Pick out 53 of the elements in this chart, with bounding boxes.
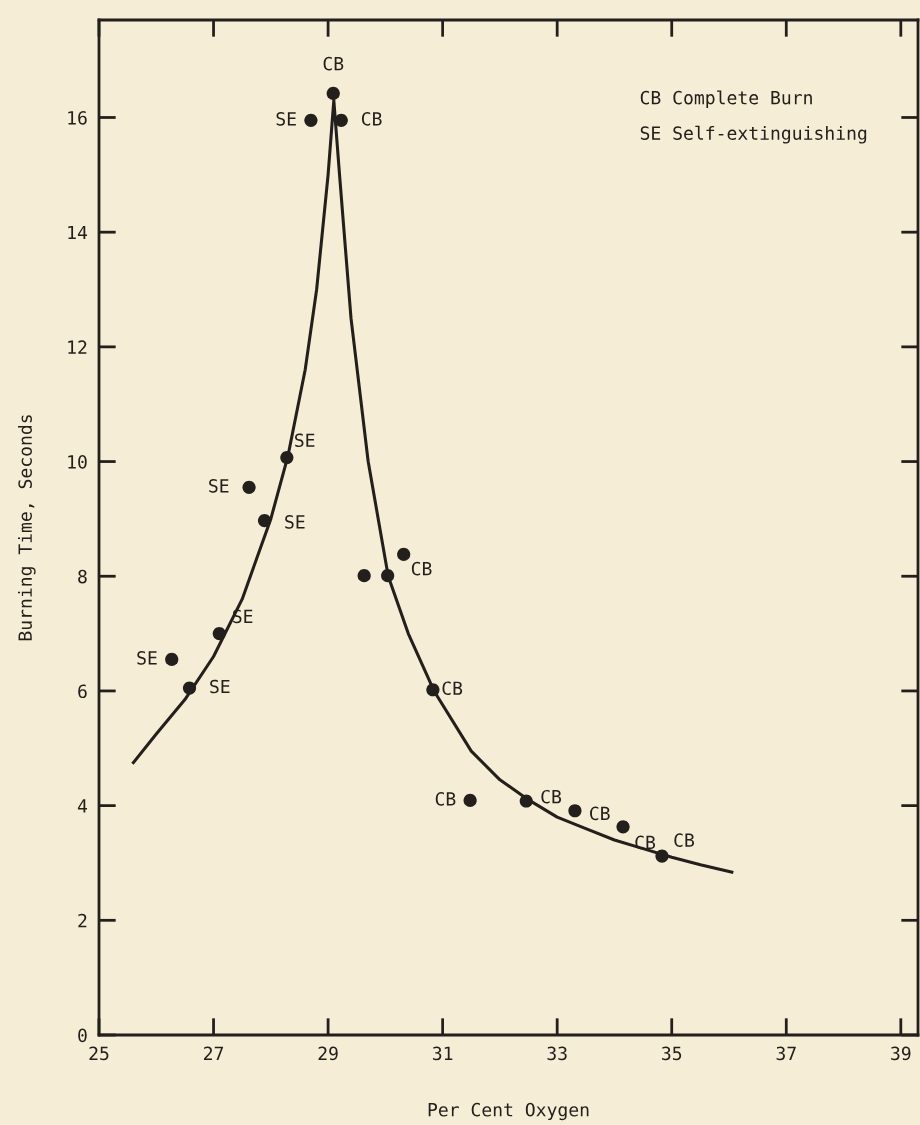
annotation: CB [435,792,456,806]
point [397,547,411,562]
y-tick-label: 4 [77,799,88,813]
x-tick-label: 31 [432,1046,453,1061]
x-tick-label: 29 [318,1046,338,1061]
point [463,793,477,808]
point [426,683,440,697]
x-tick-label: 35 [662,1046,682,1061]
point [334,113,348,127]
x-tick-label: 37 [776,1046,796,1061]
y-tick-label: 8 [78,569,87,584]
y-tick-label: 0 [78,1028,87,1043]
point [257,514,272,528]
y-tick-label: 10 [68,455,87,469]
annotation: SE [137,651,157,665]
annotation: SE [276,111,296,126]
x-tick-label: 39 [891,1046,911,1061]
annotation: CB [411,561,432,576]
x-axis-title: Per Cent Oxygen [428,1102,589,1121]
x-tick-label: 27 [204,1046,224,1060]
annotation: CB [541,789,562,804]
point [304,113,318,127]
point [182,681,197,695]
annotation: SE [295,433,315,448]
point [568,804,582,818]
point [280,450,294,465]
point [616,820,630,834]
point [326,86,340,100]
annotation: CB [323,56,344,71]
y-axis-title: Burning Time, Seconds [17,415,36,641]
annotation: SE [209,478,229,493]
point [212,627,226,641]
point [357,569,371,583]
y-tick-label: 14 [68,225,88,240]
point [655,849,669,863]
y-tick-label: 12 [68,340,87,354]
x-tick-label: 25 [89,1046,109,1061]
annotation: CB [361,111,382,126]
point [519,794,533,808]
annotation: CB [674,833,694,848]
point [242,480,256,494]
annotation: SE Self-extinguishing [640,125,867,144]
y-tick-label: 6 [78,684,87,699]
annotation: CB [442,681,463,696]
point [381,569,395,583]
annotation: SE [210,679,230,694]
annotation: CB Complete Burn [640,90,812,108]
x-tick-label: 33 [547,1046,567,1061]
y-tick-label: 16 [68,110,87,125]
point [165,652,179,666]
annotation: CB [590,806,610,821]
annotation: SE [285,515,305,529]
y-tick-label: 2 [78,913,87,928]
